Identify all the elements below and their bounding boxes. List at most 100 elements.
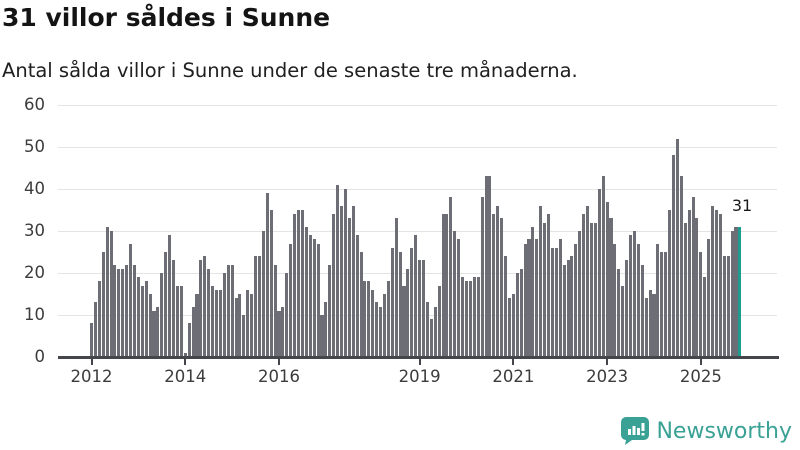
bar (597, 189, 601, 357)
gridline (58, 188, 777, 190)
bar (90, 323, 94, 357)
x-axis-label: 2019 (398, 367, 441, 386)
bar (605, 201, 609, 357)
bar (347, 218, 351, 357)
bar (691, 197, 695, 357)
x-axis-label: 2025 (679, 367, 722, 386)
bar (476, 277, 480, 357)
bar (429, 319, 433, 357)
bar (109, 231, 113, 357)
bar (332, 214, 336, 357)
bar (234, 298, 238, 357)
chart-subtitle: Antal sålda villor i Sunne under de sena… (2, 59, 578, 82)
bar (218, 289, 222, 357)
bar (257, 256, 261, 357)
bar (613, 243, 617, 357)
bar (398, 252, 402, 357)
bar (707, 239, 711, 357)
bar (632, 231, 636, 357)
bar (172, 260, 176, 357)
bar (433, 306, 437, 357)
bar (496, 205, 500, 357)
bar (156, 306, 160, 357)
bar (320, 315, 324, 357)
bar (129, 243, 133, 357)
bar (390, 247, 394, 357)
y-axis-label: 30 (24, 221, 45, 240)
bar (297, 210, 301, 357)
bar (304, 226, 308, 357)
bar (504, 256, 508, 357)
bar (562, 264, 566, 357)
bar (418, 260, 422, 357)
bar (148, 294, 152, 357)
bar (105, 226, 109, 357)
newsworthy-logo: Newsworthy (621, 417, 792, 445)
bar (410, 247, 414, 357)
bar (101, 252, 105, 357)
bar (379, 306, 383, 357)
bar (687, 210, 691, 357)
bar (300, 210, 304, 357)
bar (531, 226, 535, 357)
bar-chart-speech-bubble-icon (621, 417, 650, 445)
bar (363, 281, 367, 357)
bar (226, 264, 230, 357)
bar (535, 239, 539, 357)
bar (343, 189, 347, 357)
bar (222, 273, 226, 357)
bar (246, 289, 250, 357)
bar-highlight (738, 226, 742, 357)
bar (293, 214, 297, 357)
bar (449, 197, 453, 357)
bar (187, 323, 191, 357)
bar (211, 285, 215, 357)
bar (179, 285, 183, 357)
bar (527, 239, 531, 357)
bar (203, 256, 207, 357)
bar (617, 268, 621, 357)
bar (164, 252, 168, 357)
bar (238, 294, 242, 357)
bar (457, 239, 461, 357)
bar (175, 285, 179, 357)
bar (507, 298, 511, 357)
bar (714, 210, 718, 357)
bar (550, 247, 554, 357)
bar (664, 252, 668, 357)
bar (351, 205, 355, 357)
bar (441, 214, 445, 357)
bar (437, 285, 441, 357)
bar (152, 310, 156, 357)
bar (609, 218, 613, 357)
bar (336, 184, 340, 357)
bar (480, 197, 484, 357)
x-axis-label: 2021 (492, 367, 535, 386)
bar (621, 285, 625, 357)
bar (671, 155, 676, 357)
y-axis-label: 0 (34, 347, 46, 366)
bar (656, 243, 660, 357)
brand-name: Newsworthy (656, 418, 792, 444)
bar (453, 231, 457, 357)
bar (199, 260, 203, 357)
bar (703, 277, 707, 357)
bar (355, 235, 359, 357)
bar (644, 298, 648, 357)
bar (582, 214, 586, 357)
bar (730, 231, 734, 357)
bar (371, 289, 375, 357)
bar (273, 264, 277, 357)
bar (484, 176, 488, 357)
bar (160, 273, 164, 357)
bar (250, 294, 254, 357)
bar (492, 214, 496, 357)
bar (382, 294, 386, 357)
bar (683, 222, 687, 357)
x-axis-label: 2016 (257, 367, 300, 386)
bar (566, 260, 570, 357)
x-axis-tick (606, 358, 609, 365)
x-axis-label: 2014 (164, 367, 207, 386)
bar (601, 176, 605, 357)
